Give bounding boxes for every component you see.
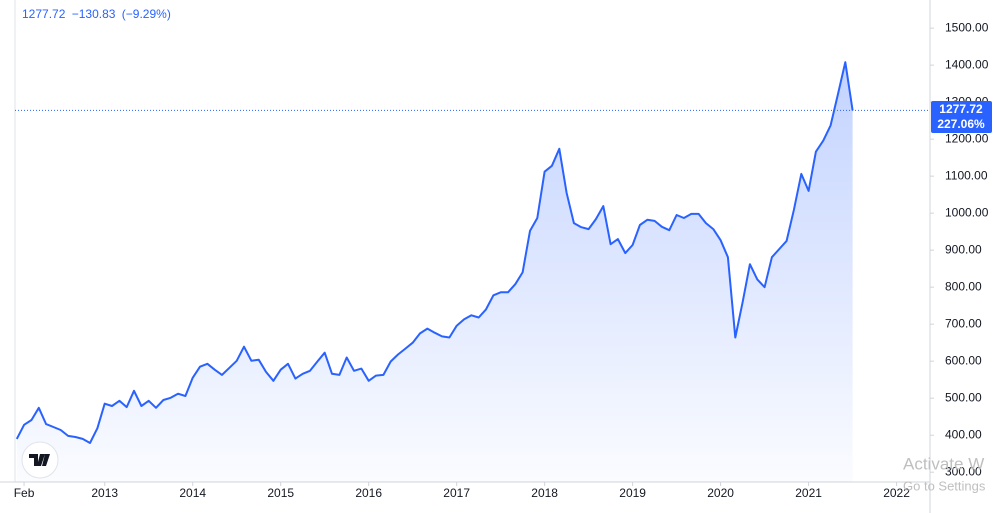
y-tick-label: 600.00 [945,353,982,367]
price-tag [931,101,992,133]
last-price: 1277.72 [22,7,66,21]
x-tick-label: 2017 [443,486,470,500]
y-tick-label: 500.00 [945,390,982,404]
y-tick-label: 1000.00 [945,205,989,219]
y-tick-label: 400.00 [945,427,982,441]
x-tick-label: 2022 [883,486,910,500]
x-tick-label: 2013 [91,486,118,500]
y-tick-label: 1400.00 [945,57,989,71]
change-percent: (−9.29%) [122,7,171,21]
x-tick-label: Feb [14,486,35,500]
price-line [15,61,854,444]
tv-logo [21,441,59,479]
y-tick-label: 700.00 [945,316,982,330]
area-fill [16,62,853,482]
x-tick-label: 2020 [707,486,734,500]
x-tick-label: 2021 [795,486,822,500]
x-tick-label: 2016 [355,486,382,500]
change: −130.83 [72,7,116,21]
watermark-line2: Go to Settings [903,478,986,493]
y-tick-label: 1200.00 [945,131,989,145]
price-tag-percent: 227.06% [937,117,985,131]
y-tick-label: 1100.00 [945,168,988,182]
watermark-line1: Activate W [903,454,984,473]
y-tick-label: 300.00 [945,464,982,478]
y-tick-label: 1500.00 [945,20,989,34]
x-tick-label: 2015 [267,486,294,500]
x-tick-label: 2018 [531,486,558,500]
y-tick-label: 800.00 [945,279,982,293]
price-tag-price: 1277.72 [939,102,983,116]
x-tick-label: 2014 [179,486,206,500]
y-tick-label: 900.00 [945,242,982,256]
x-tick-label: 2019 [619,486,646,500]
legend-header: 1277.72 −130.83 (−9.29%) [22,7,171,21]
